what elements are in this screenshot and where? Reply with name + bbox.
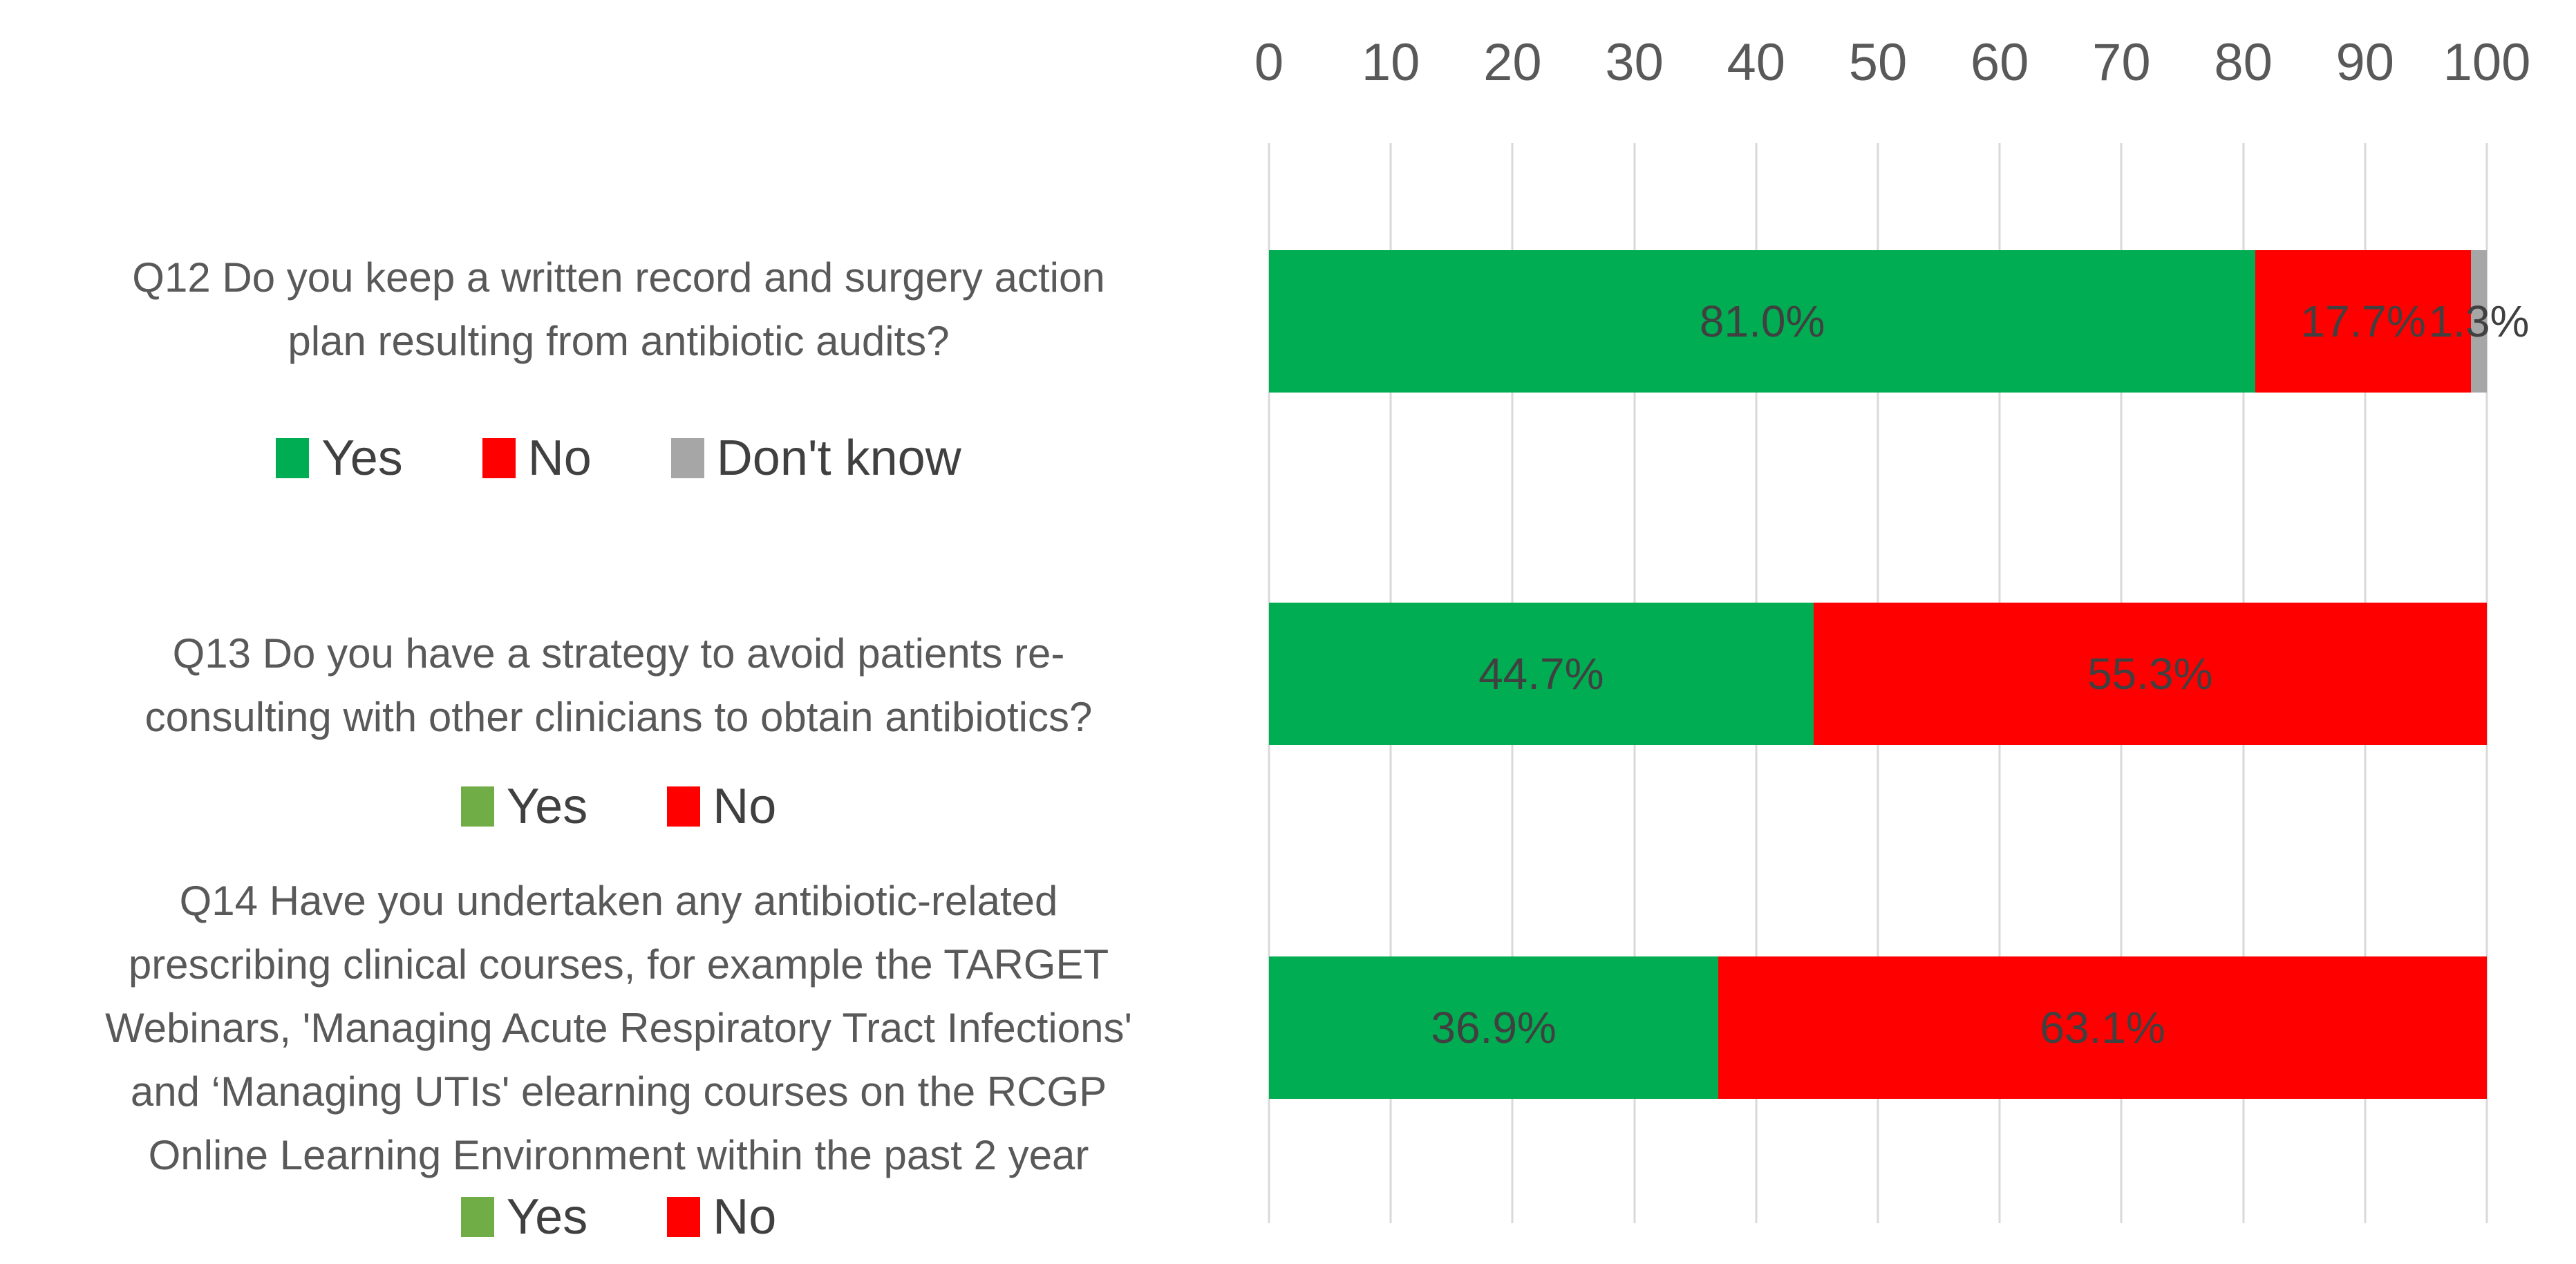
x-axis-tick: 30 xyxy=(1605,33,1664,92)
x-axis-tick: 20 xyxy=(1483,33,1542,92)
x-axis-tick: 50 xyxy=(1848,33,1908,92)
bar-segment-yes: 81.0% xyxy=(1269,250,2256,393)
bar-segment-no: 17.7% xyxy=(2255,250,2472,393)
bar-segment-yes: 44.7% xyxy=(1269,603,1814,745)
data-label: 1.3% xyxy=(2428,296,2530,346)
stacked-bar-q12: 81.0% 17.7% 1.3% xyxy=(1269,250,2529,393)
data-label: 55.3% xyxy=(2087,649,2213,699)
legend-q12: Yes No Don't know xyxy=(7,430,1230,487)
legend-label: No xyxy=(713,1189,777,1245)
data-label: 63.1% xyxy=(2040,1003,2165,1053)
legend-label: Don't know xyxy=(716,431,961,486)
x-axis-tick: 80 xyxy=(2214,33,2273,92)
data-label: 81.0% xyxy=(1699,296,1825,346)
x-axis-tick: 90 xyxy=(2335,33,2395,92)
question-label-q12: Q12 Do you keep a written record and sur… xyxy=(132,254,1105,364)
legend-swatch xyxy=(670,438,704,478)
legend-q14: Yes No xyxy=(7,1189,1230,1245)
legend-item-no: No xyxy=(667,778,776,835)
data-label: 44.7% xyxy=(1478,649,1604,699)
legend-label: Yes xyxy=(321,431,403,486)
legend-item-don-t-know: Don't know xyxy=(670,430,961,487)
legend-label: No xyxy=(713,779,777,834)
bar-segment-yes: 36.9% xyxy=(1269,956,1719,1099)
legend-label: No xyxy=(527,431,592,486)
legend-item-yes: Yes xyxy=(460,778,588,835)
x-axis-tick: 0 xyxy=(1254,33,1284,92)
legend-swatch xyxy=(667,1197,701,1237)
x-axis-tick: 40 xyxy=(1727,33,1786,92)
legend-item-yes: Yes xyxy=(460,1189,588,1245)
legend-item-yes: Yes xyxy=(276,430,403,487)
legend-swatch xyxy=(460,786,494,827)
stacked-bar-q14: 36.9% 63.1% xyxy=(1269,956,2487,1099)
x-axis-tick: 100 xyxy=(2443,33,2531,92)
legend-q13: Yes No xyxy=(7,778,1230,835)
x-axis-tick: 10 xyxy=(1361,33,1420,92)
question-label-q13: Q13 Do you have a strategy to avoid pati… xyxy=(144,630,1093,740)
data-label: 36.9% xyxy=(1431,1003,1557,1053)
legend-label: Yes xyxy=(506,779,588,834)
legend-swatch xyxy=(667,786,701,827)
legend-item-no: No xyxy=(667,1189,776,1245)
legend-label: Yes xyxy=(506,1189,588,1245)
question-label-q14: Q14 Have you undertaken any antibiotic-r… xyxy=(105,878,1132,1178)
stacked-bar-q13: 44.7% 55.3% xyxy=(1269,603,2487,745)
x-axis-tick: 60 xyxy=(1970,33,2029,92)
legend-item-no: No xyxy=(482,430,592,487)
bar-segment-don-t-know: 1.3% xyxy=(2429,250,2529,393)
gridline xyxy=(2485,143,2488,1223)
bar-segment-no: 55.3% xyxy=(1813,603,2487,745)
legend-swatch xyxy=(460,1197,494,1237)
data-label: 17.7% xyxy=(2300,296,2426,346)
plot-area: 0 10 20 30 40 50 60 70 80 90 100 81.0% 17.7% 1.3% 44.7… xyxy=(1254,33,2530,1223)
legend-swatch xyxy=(276,438,310,478)
legend-swatch xyxy=(482,438,516,478)
x-axis-tick: 70 xyxy=(2092,33,2151,92)
bar-segment-no: 63.1% xyxy=(1718,956,2487,1099)
